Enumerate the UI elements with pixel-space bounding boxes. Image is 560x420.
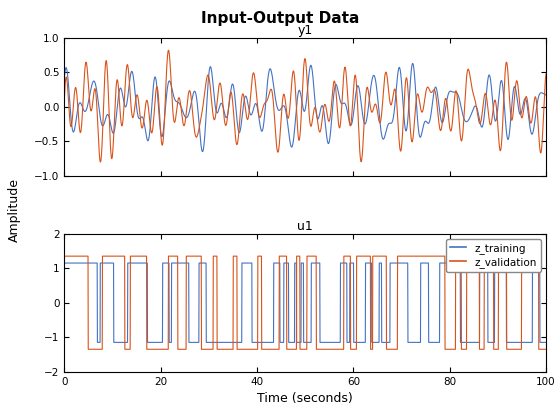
Text: Amplitude: Amplitude <box>8 178 21 242</box>
Legend: z_training, z_validation: z_training, z_validation <box>446 239 541 272</box>
Text: Input-Output Data: Input-Output Data <box>201 10 359 26</box>
X-axis label: Time (seconds): Time (seconds) <box>258 392 353 405</box>
Title: u1: u1 <box>297 220 313 233</box>
Title: y1: y1 <box>297 24 313 37</box>
